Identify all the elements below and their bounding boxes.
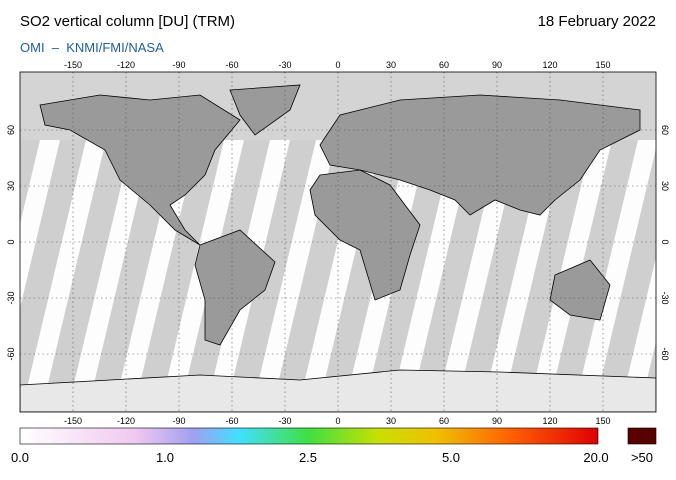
- lat-label-left: -60: [6, 347, 16, 360]
- colorbar: [19, 427, 599, 445]
- swath: [20, 140, 86, 392]
- source: OMI – KNMI/FMI/NASA: [20, 40, 164, 55]
- lon-label-bottom: 90: [492, 416, 502, 426]
- lon-label-bottom: -60: [225, 416, 238, 426]
- swath: [46, 140, 132, 392]
- lon-label-top: 30: [386, 60, 396, 70]
- lon-label-top: -60: [225, 60, 238, 70]
- title: SO2 vertical column [DU] (TRM): [20, 13, 235, 30]
- australia: [549, 259, 611, 321]
- swath: [138, 140, 224, 392]
- lon-label-bottom: 150: [595, 416, 610, 426]
- colorbar-label: 5.0: [442, 450, 460, 465]
- swath: [20, 140, 40, 224]
- lon-label-top: -30: [278, 60, 291, 70]
- lon-label-bottom: -150: [64, 416, 82, 426]
- africa: [309, 169, 421, 301]
- lon-label-bottom: 120: [542, 416, 557, 426]
- lon-label-top: -120: [117, 60, 135, 70]
- colorbar-label: 1.0: [156, 450, 174, 465]
- lon-label-top: 0: [335, 60, 340, 70]
- colorbar-labels: 0.0 1.0 2.5 5.0 20.0 >50: [11, 450, 653, 465]
- lon-label-top: -90: [172, 60, 185, 70]
- colorbar-label: 0.0: [11, 450, 29, 465]
- colorbar-label: 20.0: [583, 450, 608, 465]
- greenland: [229, 84, 301, 136]
- lon-label-top: 90: [492, 60, 502, 70]
- south-america: [194, 229, 276, 346]
- date: 18 February 2022: [538, 13, 656, 30]
- tick-labels: -150 -150 -120 -120 -90 -90 -60 -60 -30 -30 0 0 30 30…: [6, 60, 670, 426]
- lon-label-bottom: 60: [439, 416, 449, 426]
- lat-label-left: 0: [6, 239, 16, 244]
- swath: [368, 140, 454, 392]
- north-america: [39, 94, 241, 246]
- lon-label-bottom: -120: [117, 416, 135, 426]
- map: [20, 72, 656, 412]
- lon-label-bottom: 30: [386, 416, 396, 426]
- lon-label-top: 120: [542, 60, 557, 70]
- lon-label-top: -150: [64, 60, 82, 70]
- lon-label-bottom: 0: [335, 416, 340, 426]
- lat-label-right: -30: [660, 291, 670, 304]
- lat-label-right: 30: [660, 181, 670, 191]
- lon-label-top: 60: [439, 60, 449, 70]
- lon-label-bottom: -30: [278, 416, 291, 426]
- lat-label-right: 0: [660, 239, 670, 244]
- map-frame: [19, 71, 657, 413]
- lat-label-left: -30: [6, 291, 16, 304]
- lon-label-bottom: -90: [172, 416, 185, 426]
- colorbar-label: 2.5: [299, 450, 317, 465]
- lon-label-top: 150: [595, 60, 610, 70]
- lat-label-right: -60: [660, 347, 670, 360]
- colorbar-overflow: [627, 427, 657, 445]
- swath: [598, 148, 656, 392]
- lat-label-right: 60: [660, 125, 670, 135]
- colorbar-label: >50: [631, 450, 653, 465]
- lat-label-left: 30: [6, 181, 16, 191]
- eurasia: [319, 94, 641, 216]
- swath: [506, 140, 592, 392]
- lat-label-left: 60: [6, 125, 16, 135]
